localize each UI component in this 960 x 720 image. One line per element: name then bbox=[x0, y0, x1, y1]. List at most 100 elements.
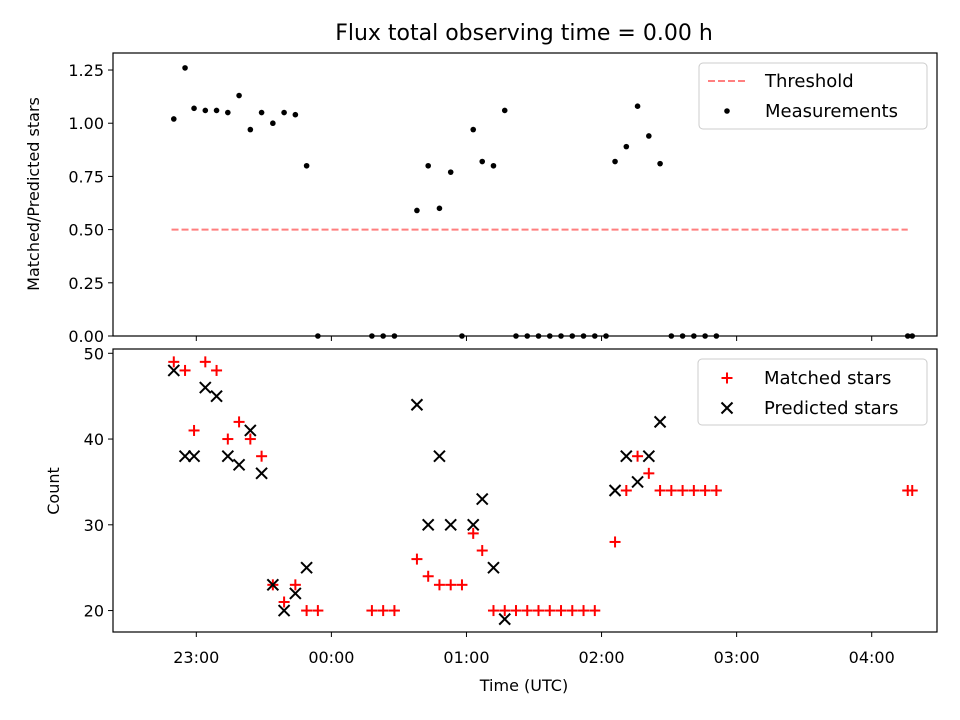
matched-star-point bbox=[233, 416, 245, 428]
legend-matched-swatch bbox=[721, 372, 733, 384]
predicted-star-point-b bbox=[178, 449, 192, 463]
matched-star-point bbox=[445, 579, 457, 591]
ratio-y-tick-label: 1.00 bbox=[68, 114, 104, 133]
matched-star-point bbox=[456, 579, 468, 591]
measurement-point bbox=[623, 143, 630, 150]
measurement-point bbox=[713, 333, 720, 339]
matched-star-point bbox=[688, 485, 700, 496]
legend-predicted-swatch bbox=[720, 401, 734, 415]
ratio-legend-box bbox=[698, 62, 928, 130]
count-x-tick-label: 03:00 bbox=[714, 648, 760, 667]
matched-star-point bbox=[188, 424, 200, 436]
predicted-star-point bbox=[232, 458, 246, 471]
ratio-y-tick-label: 0.00 bbox=[68, 327, 104, 346]
measurement-point bbox=[191, 105, 197, 112]
chart-title: Flux total observing time = 0.00 h bbox=[335, 21, 713, 46]
measurement-point bbox=[258, 109, 265, 116]
measurement-point bbox=[535, 333, 542, 339]
predicted-star-point-b bbox=[620, 449, 633, 463]
measurement-point bbox=[247, 126, 254, 133]
matched-star-point bbox=[555, 605, 567, 617]
measurement-point bbox=[513, 333, 519, 339]
matched-star-point bbox=[578, 605, 590, 617]
count-x-tick-label: 04:00 bbox=[849, 648, 895, 667]
matched-star-point bbox=[533, 605, 545, 617]
predicted-star-point bbox=[433, 449, 446, 463]
predicted-star-point bbox=[210, 389, 223, 403]
measurement-point bbox=[612, 158, 618, 165]
measurement-point bbox=[702, 333, 708, 339]
predicted-star-point bbox=[244, 424, 257, 437]
predicted-star-point-b bbox=[653, 415, 667, 429]
predicted-star-point-b bbox=[289, 587, 302, 600]
matched-star-point bbox=[179, 364, 191, 376]
matched-star-point bbox=[377, 605, 389, 617]
matched-star-point bbox=[544, 605, 556, 617]
matched-star-point bbox=[168, 356, 180, 368]
measurement-point bbox=[634, 103, 641, 109]
matched-star-point bbox=[222, 433, 234, 445]
measurement-point bbox=[558, 333, 564, 339]
matched-star-point bbox=[366, 605, 378, 617]
legend-matched-label: Matched stars bbox=[764, 368, 891, 389]
measurement-point bbox=[679, 333, 686, 339]
measurement-point bbox=[292, 111, 299, 118]
count-y-tick-label: 50 bbox=[84, 344, 104, 363]
legend-measurements-swatch bbox=[724, 108, 730, 114]
matched-star-point bbox=[301, 605, 313, 617]
matched-star-point bbox=[211, 364, 223, 376]
matched-star-point bbox=[906, 485, 918, 496]
measurement-point bbox=[369, 333, 375, 339]
predicted-star-point bbox=[487, 561, 500, 574]
predicted-star-point-b bbox=[300, 561, 313, 574]
measurement-point bbox=[524, 333, 531, 339]
predicted-star-point bbox=[410, 398, 424, 411]
count-x-tick-label: 01:00 bbox=[443, 648, 489, 667]
measurement-point bbox=[646, 133, 652, 139]
predicted-star-point-b bbox=[631, 475, 644, 489]
count-legend-box bbox=[697, 358, 928, 426]
matched-star-point bbox=[665, 485, 677, 496]
predicted-star-point bbox=[444, 518, 457, 532]
count-x-tick-label: 23:00 bbox=[173, 648, 219, 667]
predicted-star-point-b bbox=[421, 518, 435, 532]
predicted-star-point-b bbox=[199, 381, 212, 394]
matched-star-point bbox=[256, 450, 268, 462]
measurement-point bbox=[668, 333, 675, 339]
measurement-point bbox=[303, 162, 310, 169]
predicted-star-point-b bbox=[187, 449, 201, 463]
predicted-star-point bbox=[266, 578, 280, 592]
matched-star-point bbox=[278, 596, 290, 608]
predicted-star-point bbox=[255, 467, 268, 480]
count-panel: 20 30 40 50 23:00 00:00 01:00 02:00 03:00 04:00 bbox=[84, 344, 938, 667]
measurement-point bbox=[236, 92, 242, 99]
predicted-star-point-b bbox=[608, 484, 622, 497]
predicted-star-point bbox=[199, 381, 212, 394]
count-x-tick-label: 00:00 bbox=[308, 648, 354, 667]
measurement-point bbox=[270, 120, 276, 127]
count-y-axis-label: Count bbox=[44, 467, 63, 515]
predicted-star-point bbox=[498, 612, 511, 626]
predicted-star-point bbox=[187, 449, 201, 463]
matched-star-point bbox=[710, 485, 722, 496]
matched-star-point bbox=[643, 467, 655, 479]
measurement-point bbox=[281, 109, 287, 116]
predicted-star-point-b bbox=[498, 612, 511, 626]
matched-star-point bbox=[411, 553, 423, 565]
predicted-star-point-b bbox=[444, 518, 457, 532]
measurement-point bbox=[414, 207, 420, 214]
predicted-star-point-b bbox=[244, 424, 257, 437]
predicted-star-point bbox=[620, 449, 633, 463]
legend-predicted-marker-b bbox=[720, 401, 734, 415]
matched-star-point bbox=[632, 450, 644, 462]
predicted-star-point bbox=[476, 492, 489, 506]
measurement-point bbox=[580, 333, 587, 339]
matched-star-point bbox=[589, 605, 601, 617]
predicted-star-point bbox=[178, 449, 192, 463]
predicted-star-point-b bbox=[255, 467, 268, 480]
legend-predicted-label: Predicted stars bbox=[764, 398, 898, 419]
predicted-star-point bbox=[608, 484, 622, 497]
legend-matched-marker bbox=[721, 372, 733, 384]
legend-threshold-label: Threshold bbox=[764, 71, 854, 92]
